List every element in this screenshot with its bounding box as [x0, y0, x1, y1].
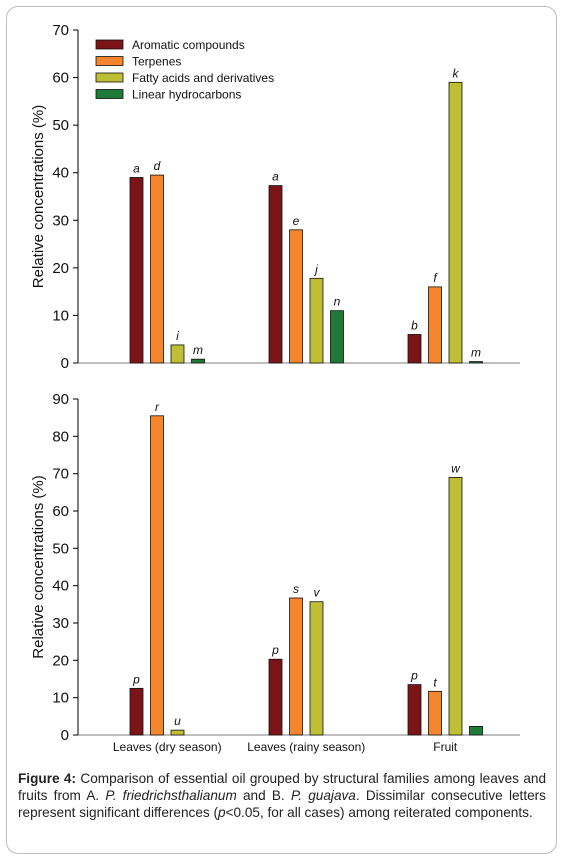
bar-terpenes: [150, 174, 164, 364]
significance-letter: w: [451, 461, 461, 475]
caption-text-4: <0.05, for all cases) among reiterated c…: [225, 805, 533, 820]
bar-linear-hydrocarbons: [330, 310, 344, 364]
x-category-label: Fruit: [433, 740, 458, 754]
x-category-label: Leaves (rainy season): [247, 740, 365, 754]
y-tick-label: 90: [52, 391, 69, 408]
significance-letter: p: [271, 643, 279, 657]
significance-letter: t: [433, 675, 437, 689]
bar-fatty-acids-and-derivatives: [448, 81, 463, 364]
significance-letter: a: [272, 170, 279, 184]
figure-charts: 0 10 20 30 40 50 60 70 Relative concentrations (…: [30, 22, 520, 754]
significance-letter: u: [174, 714, 181, 728]
significance-letter: b: [411, 318, 418, 332]
legend-label: Aromatic compounds: [132, 38, 245, 52]
significance-letter: f: [433, 271, 438, 285]
legend-swatch: [95, 56, 124, 66]
bar-fatty-acids-and-derivatives: [309, 277, 324, 364]
y-tick-label: 20: [52, 260, 69, 277]
y-tick-label: 30: [52, 212, 69, 229]
significance-letter: p: [410, 669, 418, 683]
significance-letter: r: [155, 400, 160, 414]
bar-fatty-acids-and-derivatives: [170, 344, 185, 364]
significance-letter: p: [132, 672, 140, 686]
significance-letter: j: [313, 262, 318, 276]
x-category-label: Leaves (dry season): [113, 740, 222, 754]
significance-letter: k: [453, 66, 460, 80]
legend-label: Linear hydrocarbons: [132, 88, 241, 102]
significance-letter: v: [314, 586, 321, 600]
significance-letter: d: [154, 159, 161, 173]
bar-terpenes: [428, 286, 442, 364]
bar-fatty-acids-and-derivatives: [170, 729, 185, 736]
y-tick-label: 20: [52, 652, 69, 669]
y-tick-label: 70: [52, 22, 69, 39]
significance-letter: e: [293, 214, 300, 228]
y-tick-label: 40: [52, 165, 69, 182]
bar-fatty-acids-and-derivatives: [448, 476, 463, 736]
y-tick-label: 0: [61, 727, 69, 744]
bar-terpenes: [428, 690, 442, 736]
y-tick-label: 10: [52, 307, 69, 324]
caption-text-2: and B.: [236, 788, 291, 803]
y-tick-label: 30: [52, 615, 69, 632]
y-tick-label: 50: [52, 117, 69, 134]
bar-aromatic-compounds: [268, 185, 283, 364]
bar-aromatic-compounds: [407, 684, 422, 736]
legend-label: Terpenes: [132, 55, 181, 69]
bar-terpenes: [289, 597, 303, 736]
bar-linear-hydrocarbons: [191, 358, 205, 364]
bar-linear-hydrocarbons: [469, 726, 483, 736]
bar-aromatic-compounds: [129, 177, 144, 364]
caption-species-2: P. guajava: [290, 788, 356, 803]
bar-aromatic-compounds: [268, 658, 283, 736]
legend-swatch: [95, 39, 124, 50]
legend-swatch: [95, 89, 124, 99]
y-tick-label: 0: [61, 355, 69, 372]
bar-terpenes: [289, 229, 303, 364]
y-tick-label: 70: [52, 466, 69, 483]
caption-species-1: P. friedrichsthalianum: [105, 788, 237, 803]
bar-terpenes: [150, 415, 164, 736]
y-tick-label: 60: [52, 70, 69, 87]
significance-letter: a: [133, 161, 140, 175]
legend-label: Fatty acids and derivatives: [132, 71, 274, 85]
y-tick-label: 60: [52, 503, 69, 520]
caption-p-variable: p: [217, 805, 226, 820]
caption-text-3: . Dissimilar consecutive letters represe…: [18, 788, 546, 820]
legend-swatch: [95, 72, 124, 83]
bar-aromatic-compounds: [407, 334, 422, 364]
significance-letter: n: [334, 295, 341, 309]
bar-fatty-acids-and-derivatives: [309, 601, 324, 736]
y-tick-label: 10: [52, 690, 69, 707]
y-axis-title: Relative concentrations (%): [30, 105, 47, 288]
caption-text-1: Comparison of essential oil grouped by s…: [18, 771, 547, 803]
y-tick-label: 80: [52, 428, 69, 445]
significance-letter: m: [471, 346, 481, 360]
bar-aromatic-compounds: [129, 687, 144, 736]
figure-caption: Figure 4: Comparison of essential oil gr…: [18, 770, 546, 821]
y-tick-label: 40: [52, 578, 69, 595]
significance-letter: m: [193, 343, 203, 357]
y-tick-label: 50: [52, 540, 69, 557]
caption-label: Figure 4:: [18, 771, 77, 786]
bar-linear-hydrocarbons: [469, 361, 483, 364]
significance-letter: s: [293, 582, 299, 596]
significance-letter: i: [176, 329, 179, 343]
y-axis-title: Relative concentrations (%): [30, 475, 47, 658]
